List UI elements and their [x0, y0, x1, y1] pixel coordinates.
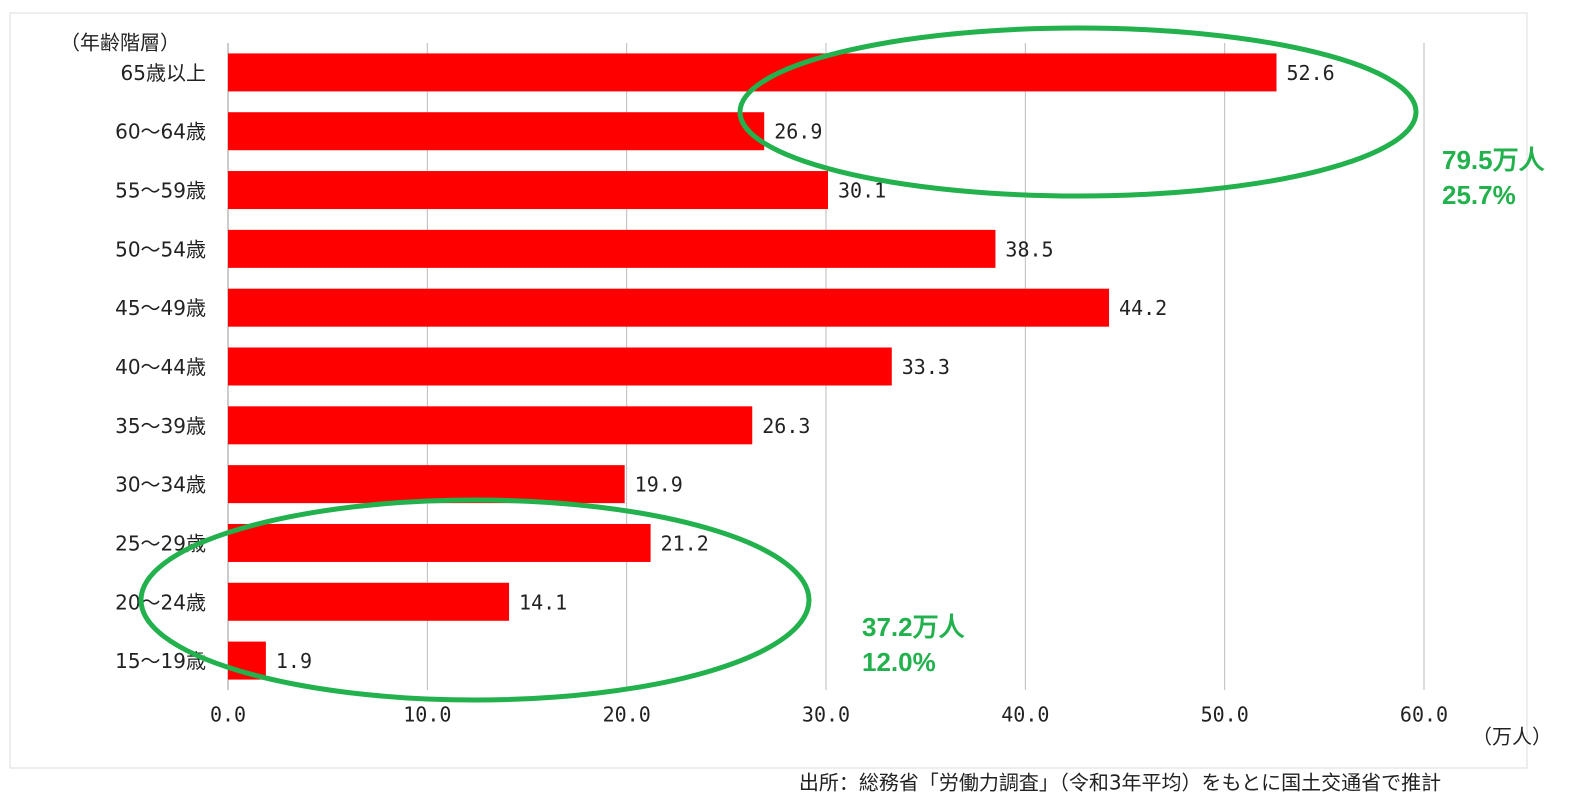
y-tick-label: 35～39歳 — [115, 414, 206, 438]
data-label: 44.2 — [1119, 296, 1167, 320]
data-label: 26.3 — [762, 414, 810, 438]
y-tick-label: 50～54歳 — [115, 237, 206, 261]
data-label: 14.1 — [519, 590, 567, 614]
plot: 0.0 10.0 20.0 30.0 40.0 50.0 60.0 65歳以上 52.6 60～6… — [115, 43, 1448, 727]
data-label: 33.3 — [902, 355, 950, 379]
highlight-ellipse — [737, 25, 1419, 199]
y-tick-label: 25～29歳 — [115, 531, 206, 555]
bar — [228, 171, 828, 210]
highlight-ellipse — [138, 497, 812, 703]
annotation: 79.5万人 — [1442, 145, 1545, 175]
bar — [228, 53, 1277, 92]
x-tick-label: 10.0 — [403, 703, 451, 727]
x-tick-label: 40.0 — [1001, 703, 1049, 727]
x-tick-label: 60.0 — [1400, 703, 1448, 727]
y-tick-label: 45～49歳 — [115, 296, 206, 320]
x-tick-label: 0.0 — [210, 703, 246, 727]
x-axis-label: （万人） — [1472, 725, 1552, 749]
bar — [228, 465, 625, 504]
bar — [228, 288, 1110, 327]
data-label: 19.9 — [635, 473, 683, 497]
data-label: 26.9 — [774, 120, 822, 144]
data-label: 30.1 — [838, 179, 886, 203]
annotation: 12.0% — [862, 647, 936, 677]
x-tick-label: 20.0 — [603, 703, 651, 727]
x-tick-label: 30.0 — [802, 703, 850, 727]
chart-frame — [9, 12, 1528, 769]
y-tick-label: 40～44歳 — [115, 355, 206, 379]
data-label: 38.5 — [1005, 237, 1053, 261]
y-tick-label: 20～24歳 — [115, 590, 206, 614]
bar — [228, 347, 892, 386]
bar — [228, 523, 651, 562]
y-axis-label: （年齢階層） — [60, 31, 180, 55]
bar — [228, 112, 765, 151]
y-tick-label: 30～34歳 — [115, 473, 206, 497]
data-label: 1.9 — [276, 649, 312, 673]
annotation: 37.2万人 — [862, 612, 965, 642]
source-note: 出所：総務省「労働力調査」（令和3年平均）をもとに国土交通省で推計 — [799, 771, 1441, 795]
bar — [228, 582, 510, 621]
y-tick-label: 55～59歳 — [115, 179, 206, 203]
x-tick-label: 50.0 — [1201, 703, 1249, 727]
y-tick-label: 65歳以上 — [121, 61, 206, 85]
annotation: 25.7% — [1442, 180, 1516, 210]
bar — [228, 229, 996, 268]
y-tick-label: 60～64歳 — [115, 120, 206, 144]
data-label: 52.6 — [1286, 61, 1334, 85]
bar — [228, 406, 753, 445]
data-label: 21.2 — [661, 531, 709, 555]
